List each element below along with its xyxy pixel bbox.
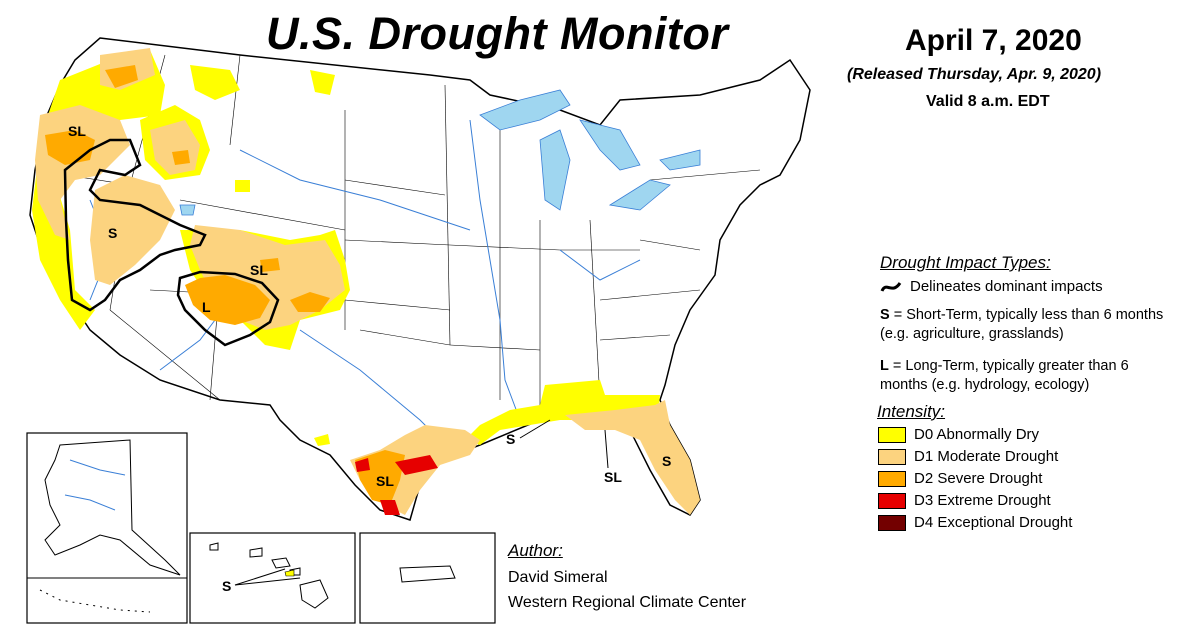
legend-d1-label: D1 Moderate Drought [914, 448, 1059, 465]
author-org: Western Regional Climate Center [508, 594, 747, 611]
map-label-four-corners: L [202, 299, 211, 315]
swatch-d3 [878, 493, 906, 510]
long-term-definition: L = Long-Term, typically greater than 6 … [880, 357, 1180, 395]
author-heading: Author: [508, 541, 563, 560]
legend-d3-label: D3 Extreme Drought [914, 492, 1051, 509]
legend-d3: D3 Extreme Drought [878, 492, 1051, 510]
intensity-heading: Intensity: [877, 402, 946, 421]
valid-time: Valid 8 a.m. EDT [926, 93, 1050, 110]
alaska-outline [44, 439, 181, 576]
hawaii-islands [209, 542, 329, 609]
map-label-gulf-coast: S [506, 431, 515, 447]
short-term-key: S [880, 307, 890, 323]
great-lakes [179, 89, 701, 216]
delineation-line-icon [880, 282, 902, 292]
map-title: U.S. Drought Monitor [266, 8, 729, 59]
swatch-d2 [878, 471, 906, 488]
state-lines [34, 54, 761, 420]
long-term-text: = Long-Term, typically greater than 6 mo… [880, 358, 1129, 393]
legend-d4-label: D4 Exceptional Drought [914, 514, 1073, 531]
map-label-florida-panhandle: SL [604, 469, 622, 485]
map-label-hawaii: S [222, 578, 231, 594]
map-label-nevada: S [108, 225, 117, 241]
legend-d1: D1 Moderate Drought [878, 448, 1058, 466]
swatch-d4 [878, 515, 906, 532]
long-term-key: L [880, 358, 889, 374]
legend-d2: D2 Severe Drought [878, 470, 1042, 488]
short-term-definition: S = Short-Term, typically less than 6 mo… [880, 306, 1180, 344]
impact-types-heading: Drought Impact Types: [880, 253, 1051, 272]
legend-d2-label: D2 Severe Drought [914, 470, 1043, 487]
short-term-text: = Short-Term, typically less than 6 mont… [880, 307, 1164, 342]
delineation-legend: Delineates dominant impacts [880, 278, 1103, 295]
map-label-florida: S [662, 453, 671, 469]
swatch-d1 [878, 449, 906, 466]
legend-d4: D4 Exceptional Drought [878, 514, 1072, 532]
map-date: April 7, 2020 [905, 24, 1082, 57]
legend-d0-label: D0 Abnormally Dry [914, 426, 1040, 443]
release-note: (Released Thursday, Apr. 9, 2020) [847, 66, 1102, 83]
puerto-rico-outline [399, 565, 456, 583]
impact-boundaries [63, 138, 280, 347]
map-label-oregon: SL [68, 123, 86, 139]
map-label-colorado: SL [250, 262, 268, 278]
swatch-d0 [878, 427, 906, 444]
legend-d0: D0 Abnormally Dry [878, 426, 1039, 444]
drought-d3 [355, 455, 438, 515]
author-name: David Simeral [508, 569, 608, 586]
delineation-text: Delineates dominant impacts [910, 278, 1103, 295]
map-label-south-texas: SL [376, 473, 394, 489]
